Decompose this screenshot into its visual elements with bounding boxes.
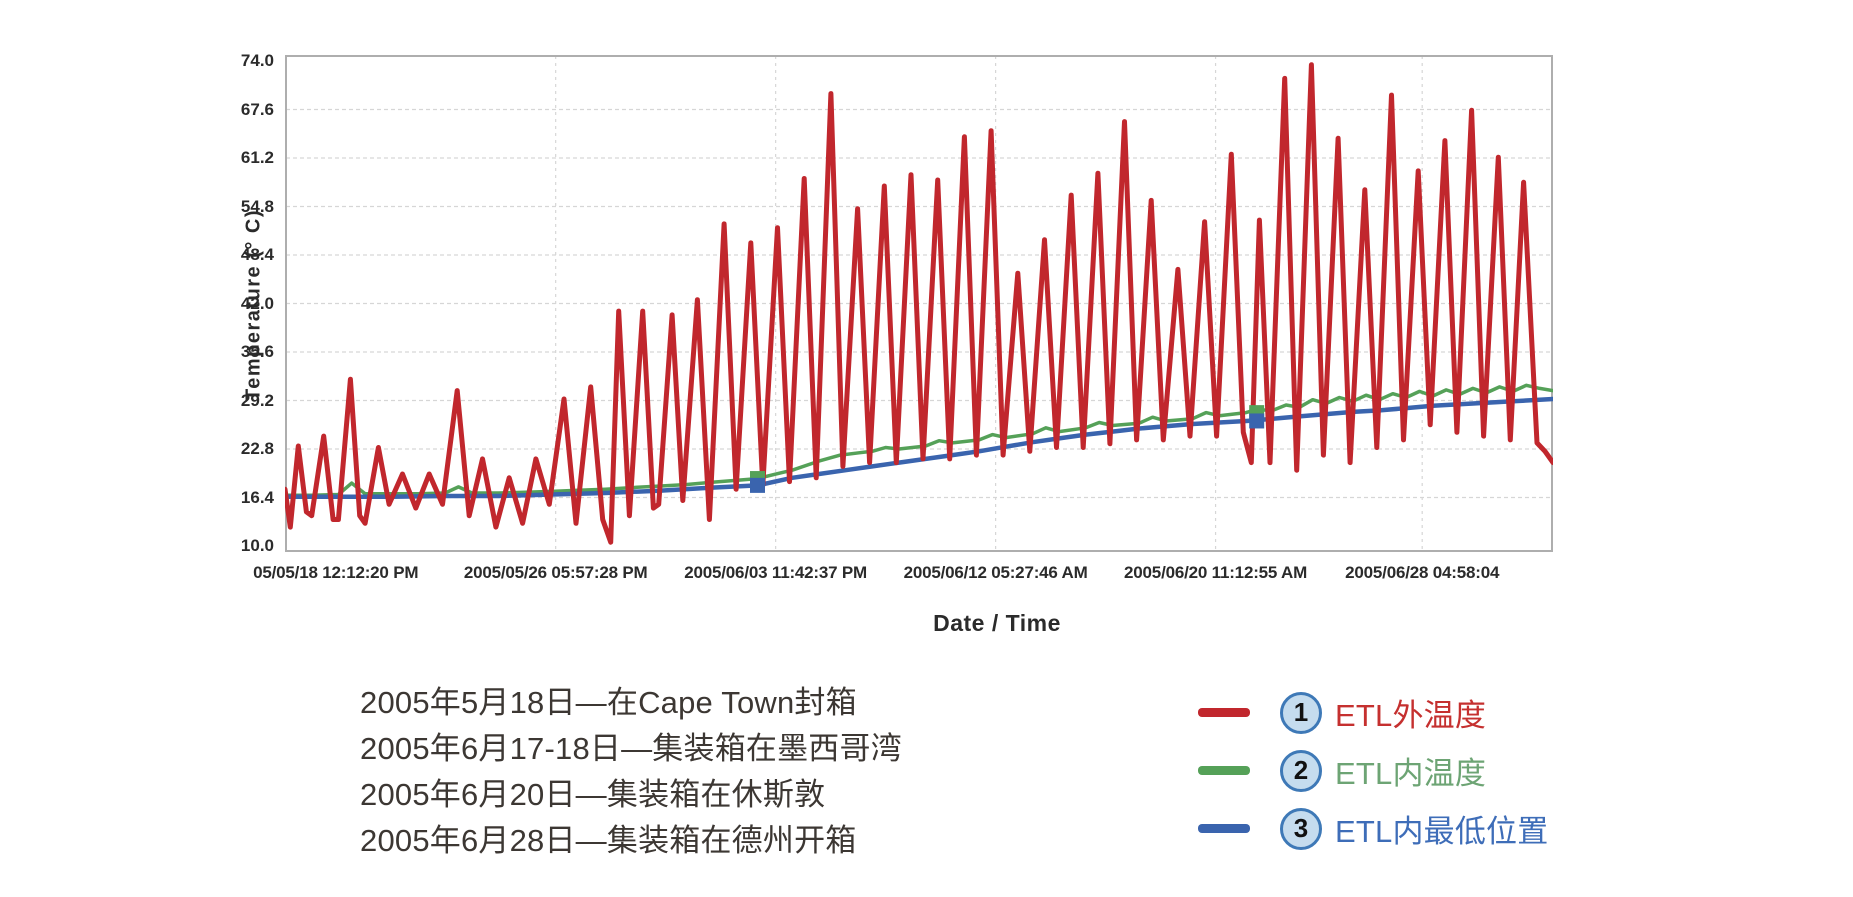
annotation-line-seal-capetown: 2005年5月18日—在Cape Town封箱 [360,685,857,720]
x-tick-label: 2005/06/20 11:12:55 AM [1124,563,1308,582]
red-line-swatch [1198,708,1250,717]
legend-item-etl-inside-temp: 2 ETL内温度 [1198,748,1548,793]
x-tick-label: 2005/06/28 04:58:04 [1345,563,1500,582]
y-tick-label: 22.8 [240,439,274,458]
legend-label-etl-inside-temp: ETL内温度 [1335,756,1487,791]
y-tick-label: 54.8 [240,196,274,216]
legend-number-1: 1 [1293,697,1309,727]
temperature-chart-plot [285,55,1553,552]
legend-number-2-badge: 2 [1280,749,1322,792]
y-tick-label: 10.0 [240,536,274,555]
legend-item-etl-inside-lowest: 3 ETL内最低位置 [1198,806,1548,851]
y-tick-label: 48.4 [240,245,274,264]
blue-line-swatch [1198,824,1250,833]
y-tick-label: 67.6 [240,99,274,119]
series-marker-3 [1249,413,1265,429]
y-tick-label: 35.6 [240,342,274,361]
y-tick-label: 74.0 [240,51,274,70]
green-line-swatch [1198,766,1250,775]
x-tick-label: 2005/06/12 05:27:46 AM [903,563,1088,582]
series-marker-3 [749,477,765,493]
annotation-line-open-texas: 2005年6月28日—集装箱在德州开箱 [360,823,857,858]
plot-border [285,55,1553,552]
x-axis-title: Date / Time [933,610,1061,636]
legend-number-2: 2 [1293,755,1309,785]
series-line-1 [285,62,1553,545]
legend-number-3-badge: 3 [1280,807,1322,850]
legend-number-3: 3 [1293,813,1309,843]
event-annotations: 2005年5月18日—在Cape Town封箱 2005年6月17-18日—集装… [360,680,902,864]
y-tick-label: 61.2 [240,148,274,167]
y-tick-label: 16.4 [240,487,274,507]
legend-label-etl-outside-temp: ETL外温度 [1335,698,1487,733]
legend-item-etl-outside-temp: 1 ETL外温度 [1198,690,1548,735]
y-tick-label: 29.2 [240,390,274,410]
x-tick-label: 05/05/18 12:12:20 PM [253,563,419,582]
x-tick-label: 2005/06/03 11:42:37 PM [684,563,868,582]
chart-legend: 1 ETL外温度 2 ETL内温度 3 ETL内最低位置 [1198,690,1548,864]
annotation-line-gulf-of-mexico: 2005年6月17-18日—集装箱在墨西哥湾 [360,731,902,766]
y-tick-label: 42.0 [240,293,274,313]
annotation-line-houston: 2005年6月20日—集装箱在休斯敦 [360,777,826,812]
x-tick-label: 2005/05/26 05:57:28 PM [463,563,648,582]
legend-number-1-badge: 1 [1280,691,1322,734]
legend-label-etl-inside-lowest: ETL内最低位置 [1335,814,1549,849]
